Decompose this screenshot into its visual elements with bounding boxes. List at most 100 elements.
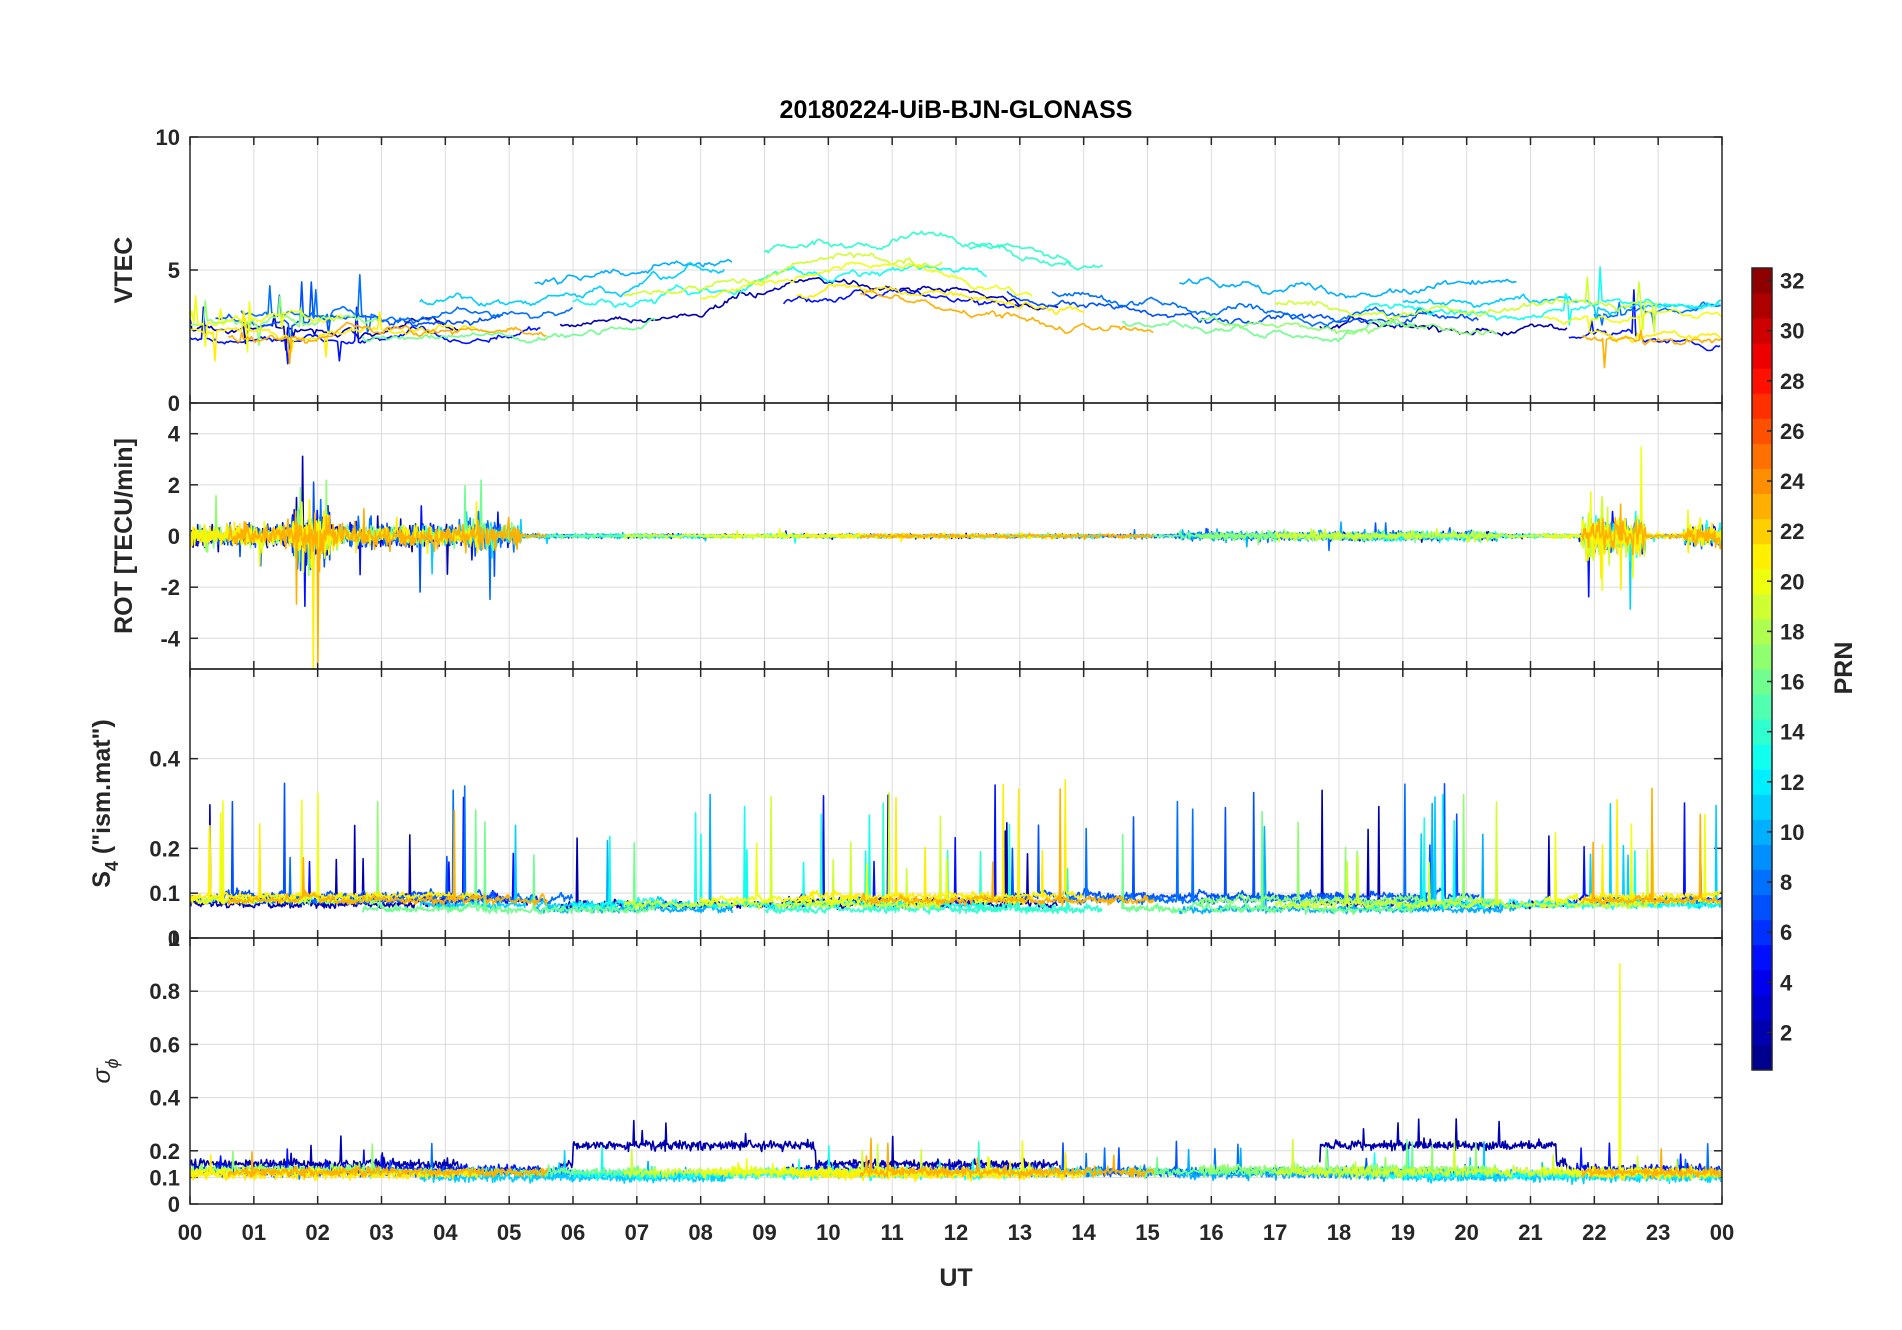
trace-prn-16 (1121, 1138, 1417, 1180)
trace-prn-2 (190, 1135, 459, 1171)
trace-prn-23 (1581, 787, 1722, 906)
trace-prn-5 (1568, 289, 1721, 352)
colorbar-swatch (1752, 518, 1772, 545)
trace-prn-19 (623, 251, 943, 297)
x-tick-label: 02 (305, 1220, 329, 1245)
colorbar-swatch (1752, 468, 1772, 495)
y-tick-label: 0.8 (149, 979, 180, 1004)
rot-panel: -4 -2 0 2 4 ROT [TECU/min] (110, 402, 1723, 670)
y-tick-label: 0 (168, 926, 180, 951)
colorbar-swatch (1752, 318, 1772, 344)
x-tick-label: 17 (1263, 1220, 1287, 1245)
x-tick-label: 14 (1071, 1220, 1096, 1245)
trace-prn-19 (1274, 276, 1658, 334)
trace-prn-19 (623, 1143, 944, 1180)
ylabel-main: σ (88, 1068, 116, 1084)
colorbar-tick-label: 26 (1780, 419, 1804, 444)
y-tick-label: 0 (168, 524, 180, 549)
x-tick-label: 16 (1199, 1220, 1223, 1245)
y-tick-label: 0.6 (149, 1032, 180, 1057)
colorbar-swatch (1752, 393, 1772, 419)
trace-prn-16 (1121, 529, 1417, 544)
colorbar-tick-label: 30 (1780, 319, 1804, 344)
s4-y-axis-label: S4 ("ism.mat") (88, 719, 122, 888)
y-tick-label: 0.4 (149, 1086, 180, 1111)
vtec-traces (190, 230, 1722, 369)
trace-prn-16 (1121, 810, 1416, 916)
colorbar-swatch (1752, 593, 1772, 620)
colorbar-swatch (1752, 844, 1772, 870)
x-tick-label: 12 (944, 1220, 968, 1245)
trace-prn-7 (1006, 290, 1479, 327)
trace-prn-23 (859, 788, 1155, 907)
trace-prn-10 (534, 258, 733, 286)
trace-prn-13 (1363, 266, 1721, 326)
colorbar-swatch (1752, 1044, 1772, 1071)
trace-prn-20 (190, 295, 344, 353)
trace-prn-16 (1121, 318, 1416, 343)
trace-prn-20 (1542, 446, 1722, 592)
trace-prn-20 (699, 842, 1034, 906)
colorbar-swatch (1752, 1019, 1772, 1046)
x-tick-label: 05 (497, 1220, 521, 1245)
trace-prn-16 (361, 317, 656, 344)
colorbar-tick-label: 28 (1780, 369, 1804, 394)
trace-prn-14 (968, 809, 1103, 914)
x-tick-label: 15 (1135, 1220, 1159, 1245)
trace-prn-8 (1051, 291, 1433, 327)
x-tick-label: 06 (561, 1220, 585, 1245)
colorbar-tick-label: 6 (1780, 920, 1792, 945)
colorbar-tick-label: 24 (1780, 469, 1805, 494)
colorbar-tick-label: 10 (1780, 820, 1804, 845)
colorbar-swatch (1752, 443, 1772, 469)
trace-prn-14 (968, 243, 1103, 271)
colorbar-swatch (1752, 744, 1772, 770)
trace-prn-19 (1274, 801, 1659, 910)
trace-prn-8 (1051, 783, 1434, 906)
trace-prn-20 (1543, 308, 1722, 341)
trace-prn-13 (1363, 793, 1722, 911)
trace-prn-16 (361, 809, 657, 915)
trace-prn-7 (1006, 782, 1480, 902)
trace-prn-2 (559, 1119, 1059, 1170)
trace-prn-8 (240, 785, 574, 906)
y-tick-label: -4 (160, 626, 180, 651)
colorbar-swatch (1752, 969, 1772, 996)
ylabel-rest: ("ism.mat") (88, 719, 116, 861)
colorbar-tick-label: 18 (1780, 619, 1804, 644)
trace-prn-11 (1402, 796, 1722, 910)
y-tick-label: 0.4 (149, 747, 180, 772)
trace-prn-23 (227, 1151, 548, 1179)
trace-prn-23 (1581, 1148, 1722, 1180)
colorbar-swatch (1752, 944, 1772, 971)
colorbar-swatch (1752, 368, 1772, 394)
trace-prn-21 (795, 778, 1084, 902)
x-tick-label: 22 (1582, 1220, 1606, 1245)
sigma-traces (190, 962, 1722, 1185)
x-tick-label: 09 (752, 1220, 776, 1245)
y-tick-label: 0 (168, 391, 180, 416)
colorbar-swatch (1752, 994, 1772, 1021)
y-tick-label: -2 (160, 575, 180, 600)
colorbar-swatch (1752, 618, 1772, 645)
colorbar-swatch (1752, 919, 1772, 946)
trace-prn-8 (240, 273, 573, 334)
trace-prn-20 (1542, 813, 1722, 906)
colorbar-tick-label: 8 (1780, 870, 1792, 895)
colorbar-swatch (1752, 869, 1772, 896)
chart-title: 20180224-UiB-BJN-GLONASS (780, 96, 1133, 124)
y-tick-label: 1 (168, 926, 180, 951)
colorbar-tick-label: 12 (1780, 770, 1804, 795)
x-tick-label: 07 (625, 1220, 649, 1245)
trace-prn-23 (1580, 503, 1722, 556)
ylabel-subscript: ϕ (102, 1058, 122, 1068)
trace-prn-23 (859, 288, 1154, 334)
colorbar-swatch (1752, 894, 1772, 921)
colorbar-tick-label: 22 (1780, 519, 1804, 544)
x-tick-label: 03 (369, 1220, 393, 1245)
y-tick-label: 0.2 (149, 836, 180, 861)
x-tick-label: 08 (688, 1220, 712, 1245)
